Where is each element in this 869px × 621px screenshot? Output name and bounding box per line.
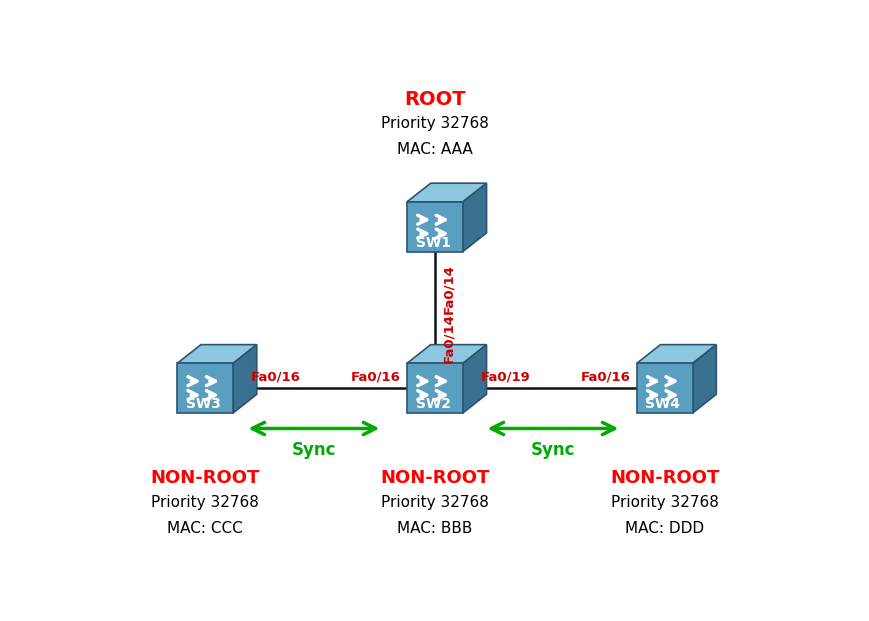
Text: SW4: SW4 — [645, 397, 680, 411]
Text: Fa0/14: Fa0/14 — [442, 264, 455, 314]
Polygon shape — [233, 345, 256, 413]
Polygon shape — [177, 363, 233, 413]
Text: SW3: SW3 — [186, 397, 221, 411]
Text: MAC: DDD: MAC: DDD — [625, 521, 704, 536]
Polygon shape — [692, 345, 715, 413]
Text: NON-ROOT: NON-ROOT — [609, 469, 719, 487]
Text: Fa0/19: Fa0/19 — [481, 370, 530, 383]
Text: Sync: Sync — [530, 441, 574, 459]
Polygon shape — [636, 345, 715, 363]
Text: Priority 32768: Priority 32768 — [151, 495, 259, 510]
Text: ROOT: ROOT — [404, 90, 465, 109]
Text: Priority 32768: Priority 32768 — [381, 495, 488, 510]
Text: MAC: AAA: MAC: AAA — [396, 142, 473, 157]
Text: NON-ROOT: NON-ROOT — [380, 469, 489, 487]
Polygon shape — [407, 363, 462, 413]
Polygon shape — [407, 202, 462, 252]
Polygon shape — [636, 363, 692, 413]
Text: Fa0/16: Fa0/16 — [251, 370, 301, 383]
Text: Fa0/16: Fa0/16 — [350, 370, 401, 383]
Text: SW2: SW2 — [415, 397, 450, 411]
Polygon shape — [177, 345, 256, 363]
Text: Priority 32768: Priority 32768 — [381, 116, 488, 131]
Text: Sync: Sync — [291, 441, 335, 459]
Text: NON-ROOT: NON-ROOT — [150, 469, 260, 487]
Text: Fa0/16: Fa0/16 — [580, 370, 630, 383]
Polygon shape — [462, 183, 486, 252]
Text: Fa0/14: Fa0/14 — [442, 314, 455, 363]
Polygon shape — [407, 183, 486, 202]
Polygon shape — [462, 345, 486, 413]
Text: SW1: SW1 — [415, 235, 450, 250]
Text: Priority 32768: Priority 32768 — [610, 495, 718, 510]
Text: MAC: BBB: MAC: BBB — [397, 521, 472, 536]
Text: MAC: CCC: MAC: CCC — [167, 521, 242, 536]
Polygon shape — [407, 345, 486, 363]
